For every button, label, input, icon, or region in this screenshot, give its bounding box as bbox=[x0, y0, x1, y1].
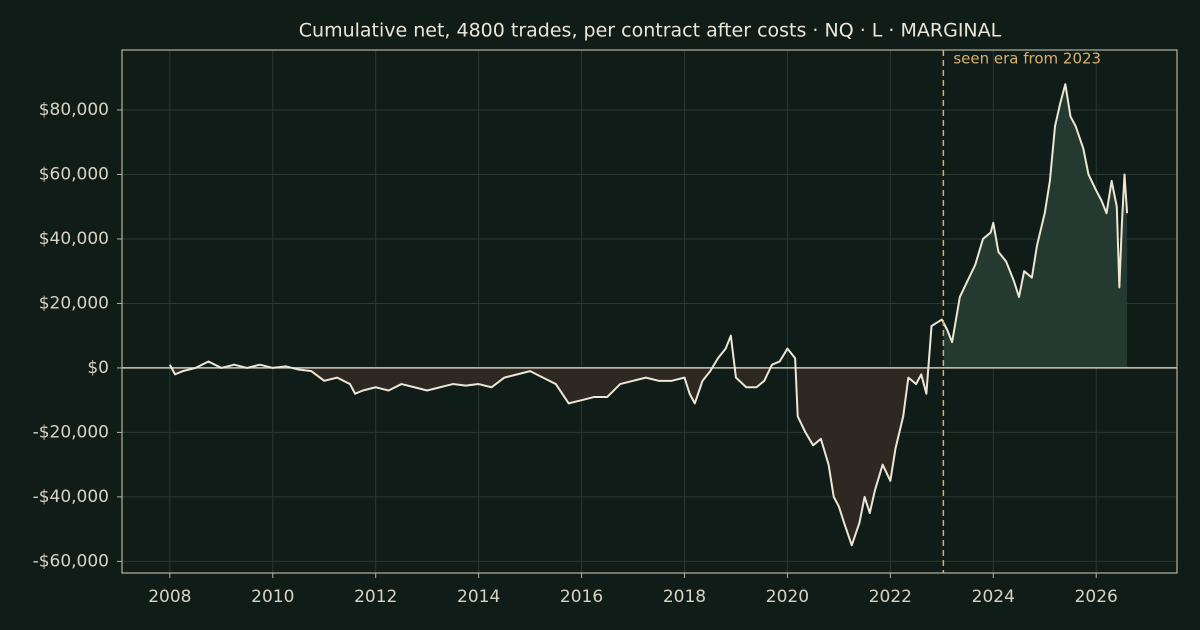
annotation: seen era from 2023 bbox=[953, 50, 1101, 68]
y-tick-label: $60,000 bbox=[39, 164, 109, 184]
x-tick-label: 2020 bbox=[766, 587, 809, 607]
plot-frame bbox=[121, 49, 1178, 574]
x-tick-label: 2022 bbox=[869, 587, 912, 607]
y-tick-label: $0 bbox=[87, 358, 109, 378]
x-tick-label: 2016 bbox=[560, 587, 603, 607]
y-tick-label: $40,000 bbox=[39, 229, 109, 249]
x-tick-label: 2014 bbox=[457, 587, 500, 607]
equity-line bbox=[168, 83, 1129, 547]
x-tick-label: 2026 bbox=[1075, 587, 1118, 607]
y-tick-label: -$20,000 bbox=[33, 422, 109, 442]
negative-area bbox=[171, 367, 929, 546]
x-tick-label: 2018 bbox=[663, 587, 706, 607]
chart-title: Cumulative net, 4800 trades, per contrac… bbox=[299, 20, 1002, 42]
x-tick-label: 2008 bbox=[148, 587, 191, 607]
x-tick-label: 2012 bbox=[354, 587, 397, 607]
y-tick-label: -$60,000 bbox=[33, 551, 109, 571]
y-tick-label: -$40,000 bbox=[33, 487, 109, 507]
x-tick-label: 2010 bbox=[251, 587, 294, 607]
positive-area bbox=[943, 84, 1128, 368]
y-tick-label: $80,000 bbox=[39, 100, 109, 120]
y-tick-label: $20,000 bbox=[39, 293, 109, 313]
x-tick-label: 2024 bbox=[972, 587, 1015, 607]
